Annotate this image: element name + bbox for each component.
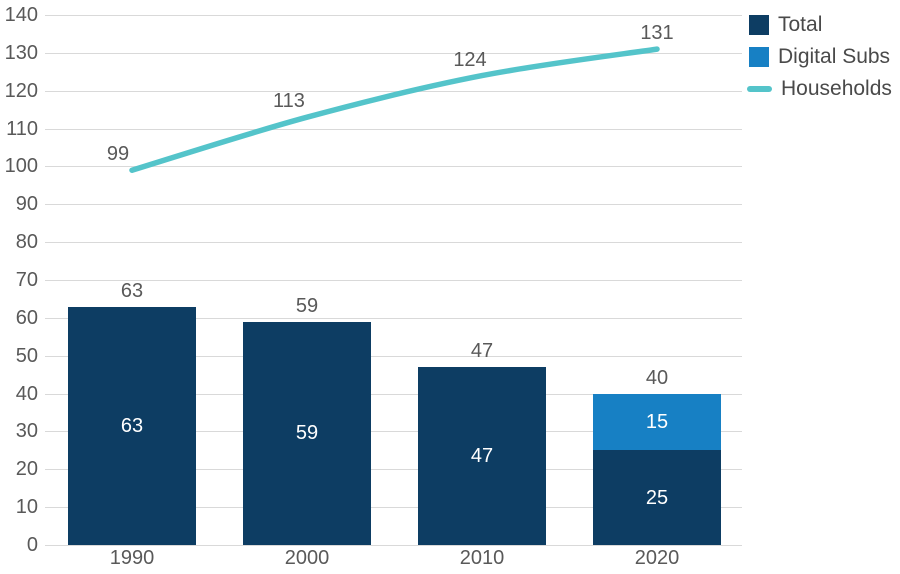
- line-point-label: 113: [273, 90, 305, 113]
- gridline: [45, 469, 742, 471]
- legend-line-swatch-icon: [747, 86, 772, 92]
- legend-label: Total: [778, 13, 823, 36]
- y-tick-label: 120: [4, 79, 38, 102]
- x-tick-label: 2020: [634, 547, 680, 569]
- bar-total-label: 47: [470, 340, 494, 363]
- y-tick-label: 80: [15, 231, 38, 254]
- gridline: [45, 15, 742, 16]
- y-tick-label: 50: [15, 344, 38, 367]
- bar-segment[interactable]: [243, 321, 371, 545]
- x-tick-label: 1990: [109, 547, 155, 569]
- bar-segment-value-label: 25: [645, 486, 669, 509]
- y-tick-label: 100: [4, 155, 38, 178]
- bar-segment-value-label: 63: [120, 414, 144, 437]
- legend-item-digital-subs[interactable]: Digital Subs: [747, 41, 890, 73]
- bar-total-label: 59: [295, 294, 319, 317]
- y-tick-label: 30: [15, 420, 38, 443]
- legend-label: Households: [781, 77, 892, 100]
- x-tick-label: 2010: [459, 547, 505, 569]
- y-tick-label: 60: [15, 306, 38, 329]
- bar-segment[interactable]: [418, 367, 546, 545]
- bar-segment[interactable]: [68, 306, 196, 545]
- y-tick-label: 140: [4, 4, 38, 26]
- gridline: [45, 507, 742, 509]
- y-tick-label: 10: [15, 496, 38, 519]
- legend-item-households[interactable]: Households: [747, 73, 892, 105]
- gridline: [45, 431, 742, 433]
- y-tick-label: 130: [4, 41, 38, 64]
- y-tick-label: 40: [15, 382, 38, 405]
- bar-segment-value-label: 15: [645, 411, 669, 433]
- y-tick-label: 70: [15, 269, 38, 291]
- y-tick-label: 90: [15, 193, 38, 216]
- x-tick-label: 2000: [284, 547, 330, 569]
- y-tick-label: 110: [6, 117, 38, 140]
- line-point-label: 124: [453, 48, 487, 71]
- bar-total-label: 40: [645, 366, 669, 389]
- gridline: [45, 355, 742, 357]
- y-tick-label: 0: [26, 534, 38, 556]
- gridline: [45, 128, 742, 130]
- line-point-label: 131: [640, 22, 674, 45]
- households-line[interactable]: [129, 46, 660, 173]
- legend-label: Digital Subs: [778, 45, 891, 68]
- gridline: [45, 393, 742, 395]
- legend-square-swatch-icon: [749, 15, 769, 35]
- gridline: [45, 545, 742, 546]
- gridline: [45, 204, 742, 206]
- gridline: [45, 317, 742, 319]
- legend-item-total[interactable]: Total: [747, 9, 822, 41]
- bar-segment-value-label: 59: [295, 422, 319, 445]
- legend-square-swatch-icon: [749, 47, 769, 67]
- gridline: [45, 280, 742, 281]
- gridline: [45, 166, 742, 168]
- gridline: [45, 242, 742, 244]
- gridline: [45, 52, 742, 54]
- bar-segment[interactable]: [593, 393, 721, 451]
- bar-segment[interactable]: [593, 450, 721, 545]
- y-tick-label: 20: [15, 458, 38, 481]
- bar-segment-value-label: 47: [470, 445, 494, 467]
- bar-total-label: 63: [120, 279, 144, 302]
- line-point-label: 99: [106, 143, 130, 166]
- gridline: [45, 90, 742, 92]
